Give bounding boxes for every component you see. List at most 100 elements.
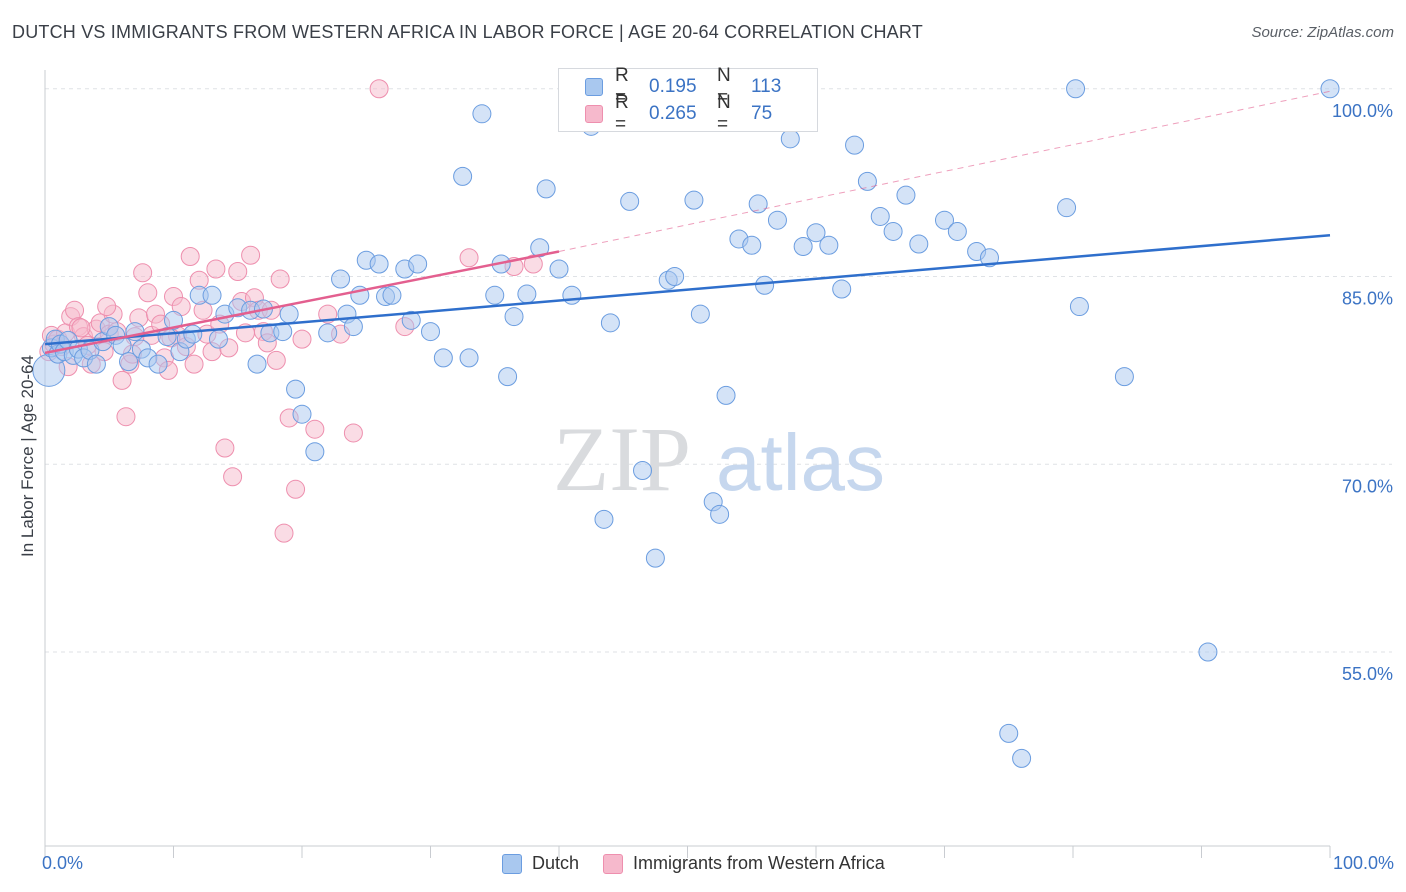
dutch-point (979, 248, 999, 268)
dutch-point (1069, 297, 1089, 317)
western-africa-point (184, 354, 204, 374)
dutch-point (498, 367, 518, 387)
dutch-point (421, 322, 440, 342)
dutch-point (202, 285, 222, 305)
western-africa-point (274, 523, 294, 543)
dutch-point (369, 254, 389, 274)
dutch-point (845, 135, 865, 155)
dutch-point (382, 285, 402, 305)
dutch-point (690, 304, 710, 324)
dutch-point (562, 285, 582, 305)
dutch-point (453, 166, 473, 186)
western-africa-point (133, 263, 153, 283)
dutch-point (433, 348, 453, 368)
watermark-zip: ZIP (553, 408, 691, 510)
legend-r-label: R = (615, 65, 629, 108)
dutch-point (517, 284, 537, 304)
dutch-point (343, 317, 363, 337)
dutch-point (401, 310, 421, 330)
dutch-point (318, 323, 338, 343)
western-africa-point (215, 438, 235, 458)
dutch-point (870, 206, 890, 226)
dutch-point (1012, 748, 1032, 768)
x-tick-label-100: 100.0% (1332, 853, 1394, 873)
western-africa-point (343, 423, 363, 443)
legend-r-value: 0.265 (649, 103, 697, 124)
western-africa-square-icon (603, 853, 624, 874)
dutch-square-icon (502, 853, 522, 874)
dutch-point (780, 129, 800, 149)
dutch-point (742, 235, 762, 255)
chart-title: DUTCH VS IMMIGRANTS FROM WESTERN AFRICA … (12, 22, 923, 42)
dutch-point (148, 354, 168, 374)
dutch-point (504, 307, 524, 327)
legend-label-western-africa: Immigrants from Western Africa (633, 853, 885, 873)
western-africa-point (369, 79, 389, 99)
dutch-point (1198, 642, 1218, 662)
dutch-point (716, 385, 736, 405)
dutch-point (710, 504, 730, 524)
western-africa-point (523, 254, 543, 274)
western-africa-point (206, 259, 226, 279)
dutch-point (1057, 198, 1077, 218)
legend-n-value: 113 (751, 76, 782, 97)
y-tick-labels: 55.0% 70.0% 85.0% 100.0% (1332, 101, 1393, 684)
dutch-point (485, 285, 505, 305)
dutch-point (472, 104, 492, 124)
western-africa-point (459, 248, 479, 268)
legend-n-value: 75 (751, 103, 773, 124)
western-africa-point (286, 479, 306, 499)
dutch-point (767, 210, 787, 230)
dutch-point (119, 352, 139, 372)
dutch-point (549, 259, 569, 279)
grid-layer (45, 88, 1392, 653)
legend-r-value: 0.195 (649, 76, 697, 97)
dutch-point (1320, 79, 1340, 99)
watermark-atlas: atlas (716, 418, 885, 507)
dutch-point (665, 267, 685, 287)
dutch-point (935, 210, 954, 230)
dutch-swatch-icon (585, 78, 603, 96)
western-africa-point (97, 297, 117, 317)
dutch-trend-line (44, 233, 1331, 346)
stats-legend: R = 0.195 N = 113 R = 0.265 N = 75 (558, 65, 818, 135)
legend-row-western-africa: R = 0.265 N = 75 (585, 92, 773, 135)
dutch-point (247, 354, 267, 374)
dutch-point (832, 279, 852, 299)
legend-n-label: N = (717, 92, 731, 135)
dutch-point (755, 275, 775, 295)
watermark: ZIP atlas (553, 408, 885, 510)
western-africa-point (305, 419, 325, 439)
dutch-point (793, 236, 813, 256)
dutch-point (164, 310, 183, 330)
dutch-point (806, 223, 826, 243)
dutch-point (530, 238, 550, 258)
dutch-point (896, 185, 916, 205)
dutch-point (208, 329, 228, 349)
legend-label-dutch: Dutch (532, 853, 580, 873)
dutch-point (947, 221, 967, 241)
legend-item-dutch[interactable]: Dutch (502, 853, 579, 874)
legend-r-label: R = (615, 92, 629, 135)
dutch-point (684, 190, 704, 210)
legend-row-dutch: R = 0.195 N = 113 (585, 65, 782, 108)
source-label: Source: ZipAtlas.com (1251, 24, 1394, 41)
axis-layer (44, 70, 1331, 858)
dutch-point (273, 322, 293, 342)
western-africa-point (180, 246, 200, 266)
trend-lines (44, 90, 1331, 355)
y-tick-label-55: 55.0% (1342, 664, 1393, 684)
western-africa-point (241, 245, 261, 265)
dutch-point (1066, 79, 1086, 99)
western-africa-point (266, 350, 286, 370)
dutch-point (86, 354, 106, 374)
dutch-point (748, 194, 768, 214)
y-axis-label: In Labor Force | Age 20-64 (18, 355, 37, 557)
dutch-point (819, 235, 839, 255)
dutch-point (594, 509, 614, 529)
dutch-point (183, 324, 203, 344)
dutch-point (620, 191, 640, 211)
legend-item-western-africa[interactable]: Immigrants from Western Africa (603, 853, 885, 874)
dutch-point (645, 548, 665, 568)
